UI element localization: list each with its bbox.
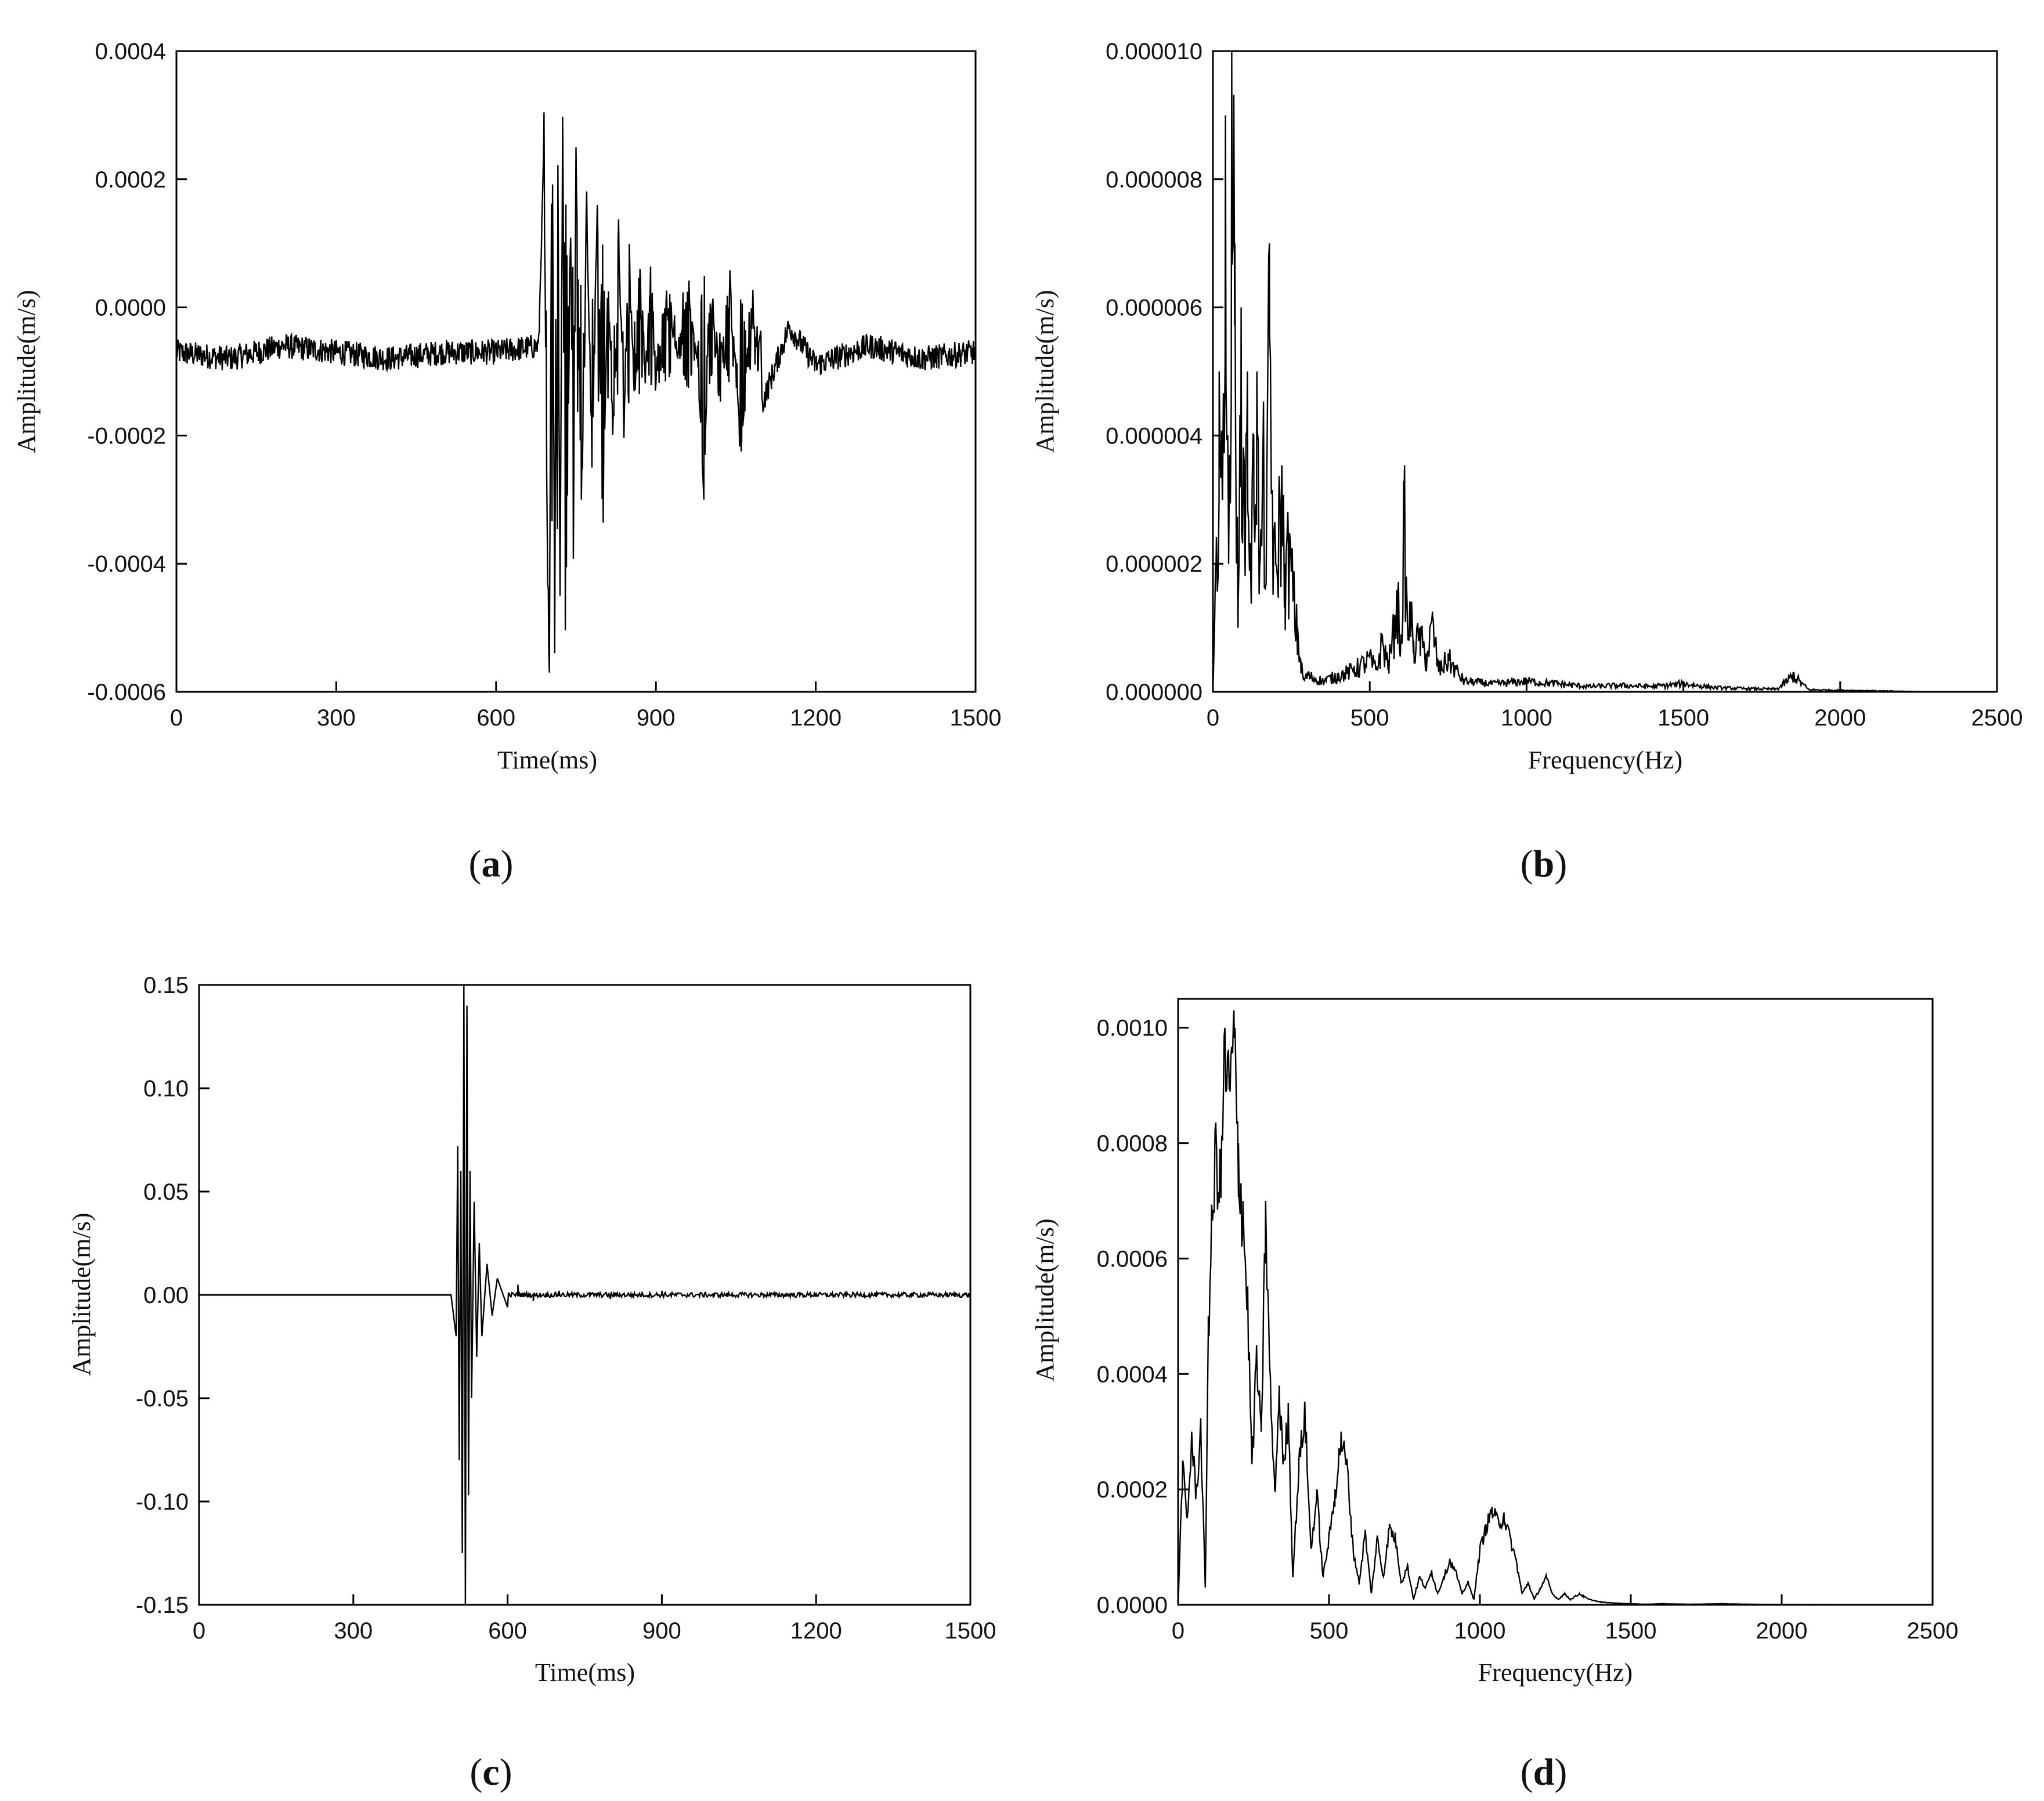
- panel-label: (d): [1521, 1751, 1568, 1793]
- y-tick-label: 0.0004: [1097, 1362, 1168, 1387]
- panel-label: (b): [1521, 843, 1568, 885]
- x-axis-label: Frequency(Hz): [1478, 1658, 1633, 1687]
- y-tick-label: 0.000004: [1106, 423, 1202, 449]
- x-tick-label: 2500: [1907, 1618, 1959, 1644]
- x-tick-label: 1000: [1454, 1618, 1506, 1644]
- chart-panel-d: 0 500 1000 1500 2000 2500 0.0000 0.0002 0.0004 0.…: [1031, 998, 1959, 1793]
- x-tick-label: 1200: [790, 705, 842, 731]
- y-tick-label: 0.000002: [1106, 551, 1202, 577]
- y-tick-label: 0.000008: [1106, 167, 1202, 193]
- y-tick-label: 0.05: [143, 1179, 189, 1205]
- y-tick-label: 0.000000: [1106, 680, 1202, 705]
- y-tick-label: 0.0002: [95, 167, 166, 193]
- y-tick-label: 0.15: [143, 973, 189, 998]
- x-tick-label: 0: [170, 705, 183, 731]
- plot-frame: [175, 50, 977, 693]
- y-axis-label: Amplitude(m/s): [67, 1212, 96, 1376]
- x-axis-label: Time(ms): [497, 746, 597, 774]
- x-tick-label: 1000: [1501, 705, 1552, 731]
- x-tick-label: 1500: [945, 1618, 996, 1644]
- x-tick-label: 1500: [1605, 1618, 1657, 1644]
- y-tick-label: -0.10: [136, 1489, 189, 1515]
- x-tick-label: 600: [488, 1618, 527, 1644]
- y-axis-label: Amplitude(m/s): [1031, 290, 1059, 453]
- x-tick-label: 2500: [1971, 705, 2023, 731]
- x-tick-label: 500: [1310, 1618, 1349, 1644]
- y-tick-label: 0.0010: [1097, 1016, 1168, 1041]
- y-tick-label: -0.0006: [87, 680, 166, 705]
- y-tick-label: -0.0004: [87, 551, 166, 577]
- chart-panel-b: 0 500 1000 1500 2000 2500 0.000000 0.000002 0.00…: [1031, 39, 2023, 885]
- x-tick-label: 300: [317, 705, 356, 731]
- y-tick-label: 0.000006: [1106, 295, 1202, 321]
- y-tick-label: -0.0002: [87, 423, 166, 449]
- x-tick-label: 1500: [950, 705, 1002, 731]
- plot-frame: [1177, 998, 1934, 1606]
- x-axis-label: Time(ms): [535, 1658, 635, 1687]
- x-tick-label: 600: [476, 705, 515, 731]
- x-tick-label: 2000: [1756, 1618, 1808, 1644]
- y-axis-label: Amplitude(m/s): [1031, 1218, 1059, 1381]
- x-tick-label: 1500: [1657, 705, 1709, 731]
- x-tick-label: 0: [193, 1618, 205, 1644]
- plot-frame: [1212, 50, 1998, 693]
- y-axis-label: Amplitude(m/s): [12, 290, 41, 453]
- y-tick-label: -0.05: [136, 1386, 189, 1412]
- panel-label: (a): [469, 843, 514, 885]
- x-tick-label: 300: [334, 1618, 373, 1644]
- x-tick-label: 0: [1207, 705, 1219, 731]
- series-line-a: [176, 112, 976, 673]
- y-tick-label: 0.000010: [1106, 39, 1202, 64]
- series-line-d: [1178, 1010, 1933, 1605]
- y-tick-label: 0.0008: [1097, 1131, 1168, 1157]
- chart-panel-c: 0 300 600 900 1200 1500 -0.15 -0.10 -0.05 0.00 0.0…: [67, 973, 996, 1793]
- y-tick-label: 0.0000: [1097, 1593, 1168, 1618]
- x-tick-label: 500: [1350, 705, 1389, 731]
- x-tick-label: 2000: [1814, 705, 1866, 731]
- chart-panel-a: 0 300 600 900 1200 1500 -0.0006 -0.0004 -0.0002 0…: [12, 39, 1001, 885]
- x-tick-label: 900: [637, 705, 676, 731]
- panel-label: (c): [470, 1751, 512, 1793]
- y-tick-label: -0.15: [136, 1593, 189, 1618]
- x-axis-label: Frequency(Hz): [1528, 746, 1682, 774]
- y-tick-label: 0.0004: [95, 39, 166, 64]
- y-tick-label: 0.0006: [1097, 1246, 1168, 1272]
- y-tick-label: 0.0002: [1097, 1477, 1168, 1503]
- x-tick-label: 900: [642, 1618, 681, 1644]
- x-tick-label: 0: [1172, 1618, 1184, 1644]
- y-tick-label: 0.0000: [95, 295, 166, 321]
- y-tick-label: 0.00: [143, 1283, 189, 1308]
- x-tick-label: 1200: [790, 1618, 842, 1644]
- y-tick-label: 0.10: [143, 1076, 189, 1102]
- series-line-b: [1213, 51, 1997, 692]
